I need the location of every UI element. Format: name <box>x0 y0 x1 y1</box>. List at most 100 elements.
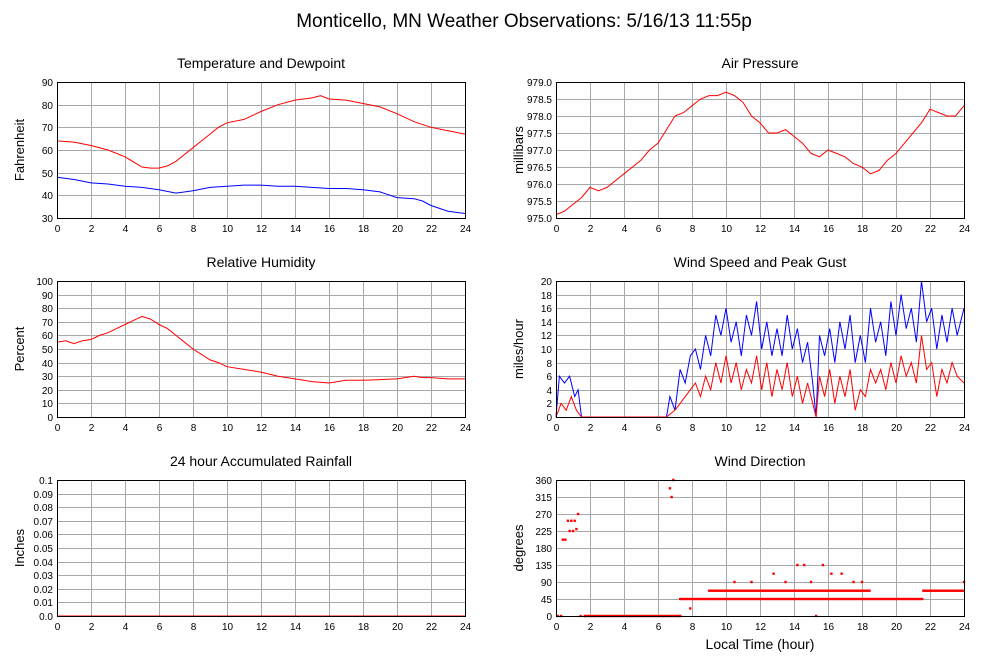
pressure-xtick: 22 <box>925 224 937 235</box>
direction-xlabel: Local Time (hour) <box>706 636 815 652</box>
pressure-ytick: 976.0 <box>527 180 552 191</box>
direction-xtick: 20 <box>891 622 903 633</box>
temp-ytick: 40 <box>42 191 54 202</box>
direction-point <box>750 580 753 584</box>
temp-ylabel: Fahrenheit <box>12 119 27 182</box>
wind-ytick: 6 <box>546 372 552 383</box>
humidity-ytick: 50 <box>42 345 54 356</box>
direction-plot-frame <box>556 480 965 617</box>
pressure-ylabel: millibars <box>511 126 526 174</box>
humidity-xtick: 16 <box>324 423 336 434</box>
wind-xtick: 16 <box>823 423 835 434</box>
humidity-ytick: 40 <box>42 359 54 370</box>
temp-ytick: 90 <box>42 78 54 89</box>
direction-point <box>852 580 855 584</box>
rain-ytick: 0.0 <box>39 612 53 623</box>
humidity-ytick: 30 <box>42 372 54 383</box>
rain-ytick: 0.09 <box>34 490 54 501</box>
temp-ytick: 60 <box>42 146 54 157</box>
pressure-ytick: 978.5 <box>527 95 552 106</box>
humidity-ytick: 10 <box>42 399 54 410</box>
direction-ytick: 0 <box>546 612 552 623</box>
rain-ytick: 0.02 <box>34 585 54 596</box>
pressure-ytick: 978.0 <box>527 112 552 123</box>
wind-ytick: 0 <box>546 413 552 424</box>
temp-series-0 <box>56 95 466 169</box>
rain-xtick: 4 <box>123 622 129 633</box>
rain-xtick: 22 <box>426 622 438 633</box>
pressure-xtick: 6 <box>656 224 662 235</box>
humidity-xtick: 20 <box>392 423 404 434</box>
temp-plot-frame <box>57 82 466 219</box>
wind-title: Wind Speed and Peak Gust <box>674 254 847 270</box>
direction-point <box>921 597 924 601</box>
pressure-xtick: 24 <box>959 224 971 235</box>
direction-ylabel: degrees <box>511 524 526 571</box>
rain-ytick: 0.05 <box>34 544 54 555</box>
temp-xtick: 12 <box>256 224 268 235</box>
pressure-xtick: 4 <box>622 224 628 235</box>
rain-xtick: 20 <box>392 622 404 633</box>
temp-series-1 <box>56 176 466 214</box>
wind-xtick: 4 <box>622 423 628 434</box>
wind-ytick: 2 <box>546 399 552 410</box>
wind-ytick: 14 <box>541 318 553 329</box>
temp-xtick: 0 <box>55 224 61 235</box>
humidity-ylabel: Percent <box>12 326 27 371</box>
rain-ylabel: Inches <box>12 528 27 567</box>
direction-ytick: 225 <box>535 527 552 538</box>
direction-point <box>860 580 864 584</box>
rain-xtick: 2 <box>89 622 95 633</box>
humidity-xtick: 2 <box>89 423 95 434</box>
direction-point <box>962 589 965 592</box>
pressure-series-0 <box>555 91 965 216</box>
rain-xtick: 8 <box>191 622 197 633</box>
direction-ytick: 315 <box>535 493 552 504</box>
pressure-title: Air Pressure <box>721 55 798 71</box>
wind-xtick: 20 <box>891 423 903 434</box>
temp-xtick: 24 <box>460 224 472 235</box>
pressure-xtick: 20 <box>891 224 903 235</box>
humidity-ytick: 70 <box>42 318 54 329</box>
temp-xtick: 10 <box>222 224 234 235</box>
wind-xtick: 2 <box>588 423 594 434</box>
humidity-xtick: 18 <box>358 423 370 434</box>
rain-xtick: 12 <box>256 622 268 633</box>
humidity-xtick: 24 <box>460 423 472 434</box>
pressure-xtick: 10 <box>721 224 733 235</box>
pressure-ytick: 977.5 <box>527 129 552 140</box>
humidity-xtick: 10 <box>222 423 234 434</box>
pressure-ytick: 975.0 <box>527 214 552 225</box>
direction-point <box>784 580 787 584</box>
chart-wind: Wind Speed and Peak Gustmiles/hour024681… <box>511 254 970 434</box>
humidity-ytick: 0 <box>47 413 53 424</box>
pressure-xtick: 8 <box>690 224 696 235</box>
humidity-series-0 <box>56 315 465 384</box>
direction-point <box>573 519 576 522</box>
direction-ytick: 90 <box>541 578 553 589</box>
direction-title: Wind Direction <box>714 453 805 469</box>
direction-xtick: 12 <box>755 622 767 633</box>
direction-xtick: 2 <box>588 622 594 633</box>
temp-xtick: 4 <box>123 224 129 235</box>
direction-point <box>840 572 843 575</box>
pressure-xtick: 14 <box>789 224 801 235</box>
humidity-title: Relative Humidity <box>207 254 316 270</box>
pressure-xtick: 18 <box>857 224 869 235</box>
temp-ytick: 50 <box>42 169 54 180</box>
rain-ytick: 0.08 <box>34 503 54 514</box>
wind-ytick: 18 <box>541 291 553 302</box>
direction-point <box>868 589 871 592</box>
wind-xtick: 6 <box>656 423 662 434</box>
wind-xtick: 0 <box>554 423 560 434</box>
page-title: Monticello, MN Weather Observations: 5/1… <box>296 11 752 32</box>
direction-ytick: 270 <box>535 510 552 521</box>
direction-xtick: 16 <box>823 622 835 633</box>
wind-series-1 <box>555 335 965 418</box>
wind-ytick: 20 <box>541 277 553 288</box>
humidity-xtick: 0 <box>55 423 61 434</box>
chart-temp: Temperature and DewpointFahrenheit304050… <box>12 55 471 235</box>
temp-xtick: 16 <box>324 224 336 235</box>
direction-point <box>733 580 736 584</box>
